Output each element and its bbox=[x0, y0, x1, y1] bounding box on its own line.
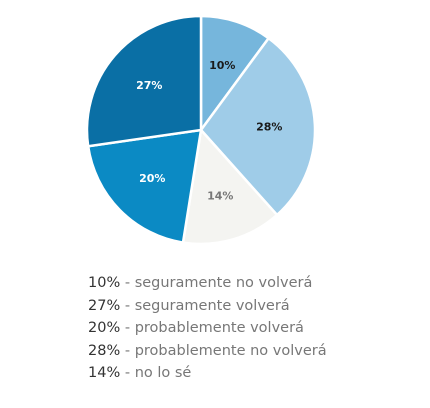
legend-item-label: seguramente volverá bbox=[134, 297, 290, 314]
pie-slice-value-label: 10% bbox=[209, 59, 235, 72]
legend-item-separator: - bbox=[124, 342, 131, 359]
legend-item: 28% - probablemente no volverá bbox=[88, 340, 327, 363]
pie-chart: 10% 28% 14% 20% 27% bbox=[85, 14, 317, 246]
legend-item-percent: 14% bbox=[88, 365, 121, 381]
chart-legend: 10% - seguramente no volverá 27% - segur… bbox=[88, 272, 327, 385]
pie-slice-value-label: 14% bbox=[207, 190, 233, 203]
pie-slice-value-label: 27% bbox=[136, 79, 162, 92]
legend-item-percent: 20% bbox=[88, 320, 121, 336]
legend-item: 20% - probablemente volverá bbox=[88, 317, 327, 340]
legend-item-label: probablemente no volverá bbox=[134, 342, 327, 359]
legend-item: 14% - no lo sé bbox=[88, 362, 327, 385]
legend-item-label: seguramente no volverá bbox=[134, 275, 313, 291]
legend-item-separator: - bbox=[124, 320, 131, 336]
legend-item-percent: 10% bbox=[88, 275, 121, 291]
pie-slice-probablemente-volvera bbox=[86, 128, 203, 244]
legend-item-percent: 28% bbox=[88, 342, 121, 359]
pie-slices bbox=[85, 14, 317, 246]
legend-item: 10% - seguramente no volverá bbox=[88, 272, 327, 295]
legend-item-label: probablemente volverá bbox=[134, 320, 304, 336]
pie-slice-seguramente-no-volvera bbox=[199, 14, 270, 132]
legend-item-separator: - bbox=[124, 275, 131, 291]
legend-item-label: no lo sé bbox=[134, 365, 192, 381]
legend-item-separator: - bbox=[124, 297, 131, 314]
legend-item-percent: 27% bbox=[88, 297, 121, 314]
legend-item: 27% - seguramente volverá bbox=[88, 295, 327, 318]
pie-slice-no-lo-se bbox=[181, 128, 279, 246]
pie-slice-seguramente-volvera bbox=[85, 14, 203, 148]
pie-slice-value-label: 20% bbox=[139, 172, 165, 185]
legend-item-separator: - bbox=[124, 365, 131, 381]
pie-slice-probablemente-no-volvera bbox=[199, 36, 317, 217]
pie-slice-value-label: 28% bbox=[256, 121, 282, 134]
pie-slice-labels: 10% 28% 14% 20% 27% bbox=[136, 59, 282, 203]
